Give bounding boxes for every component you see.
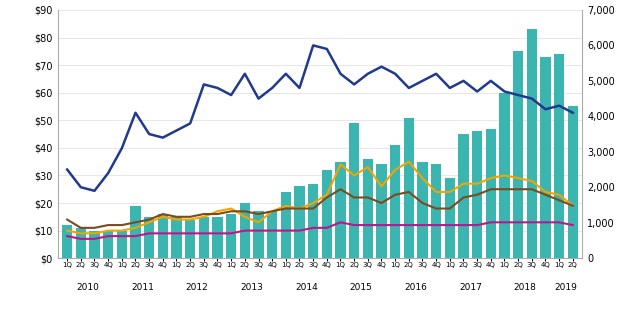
Bar <box>486 128 496 258</box>
Bar <box>568 107 578 258</box>
Bar <box>116 231 127 258</box>
Bar <box>212 217 223 258</box>
Bar <box>294 186 305 258</box>
Bar <box>226 214 236 258</box>
Text: 2016: 2016 <box>404 283 427 292</box>
Bar <box>157 214 168 258</box>
Bar <box>103 231 113 258</box>
Bar <box>308 184 318 258</box>
Bar <box>240 203 250 258</box>
Bar <box>363 159 373 258</box>
Bar <box>404 118 414 258</box>
Bar <box>527 29 537 258</box>
Bar <box>198 217 209 258</box>
Bar <box>62 225 72 258</box>
Text: 2012: 2012 <box>186 283 209 292</box>
Text: 2018: 2018 <box>513 283 536 292</box>
Bar <box>445 178 455 258</box>
Bar <box>417 162 428 258</box>
Bar <box>335 162 346 258</box>
Text: 2017: 2017 <box>459 283 482 292</box>
Bar <box>376 165 387 258</box>
Bar <box>540 57 550 258</box>
Bar <box>349 123 359 258</box>
Text: 2014: 2014 <box>295 283 317 292</box>
Bar <box>144 217 154 258</box>
Bar <box>499 93 509 258</box>
Text: 2019: 2019 <box>555 283 577 292</box>
Bar <box>267 211 277 258</box>
Bar <box>172 217 182 258</box>
Text: 2011: 2011 <box>131 283 154 292</box>
Bar <box>185 219 195 258</box>
Bar <box>90 231 100 258</box>
Bar <box>322 170 332 258</box>
Bar <box>472 131 483 258</box>
Bar <box>253 211 264 258</box>
Text: 2010: 2010 <box>76 283 99 292</box>
Bar <box>390 145 400 258</box>
Text: 2015: 2015 <box>349 283 372 292</box>
Bar <box>513 51 524 258</box>
Bar <box>458 134 468 258</box>
Bar <box>431 165 442 258</box>
Bar <box>131 206 141 258</box>
Bar <box>76 228 86 258</box>
Bar <box>281 192 291 258</box>
Text: 2013: 2013 <box>240 283 263 292</box>
Bar <box>554 54 564 258</box>
